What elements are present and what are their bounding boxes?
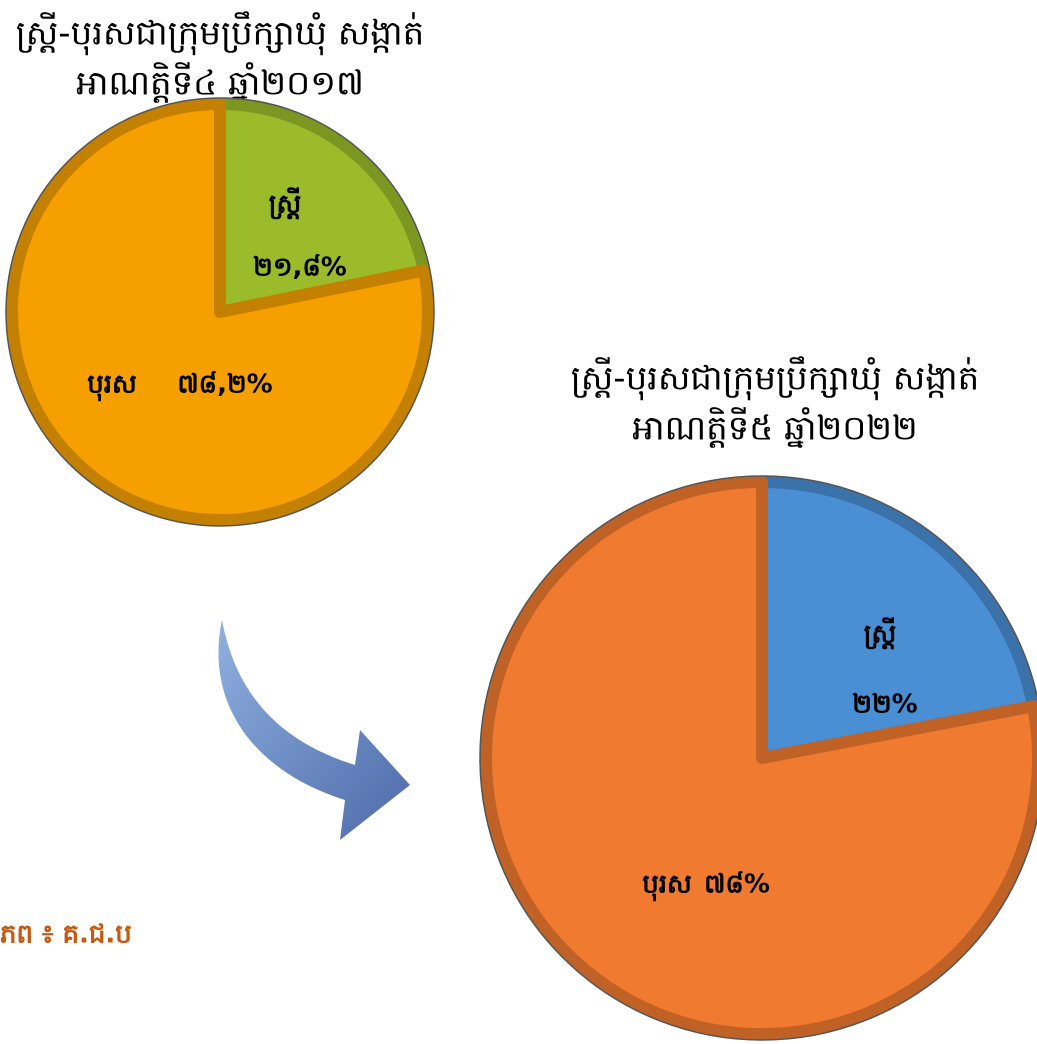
pie-slice [214,98,430,318]
pie-outline [5,97,435,527]
chart-title: ស្ត្រី-បុរសជាក្រុមប្រឹក្សាឃុំ សង្កាត់ [16,11,424,56]
chart-title: អាណត្តិទី៥ ឆ្នាំ២០២២ [632,407,918,449]
data-label: ៧៨,២% [177,370,272,400]
chart-title: ស្ត្រី-បុរសជាក្រុមប្រឹក្សាឃុំ សង្កាត់ [571,356,979,401]
arrow [218,620,410,840]
data-label: ២២% [852,690,917,720]
slice-name: ស្ត្រី [864,617,897,650]
slice-name: ស្ត្រី [269,187,302,220]
pie-slice [6,98,434,526]
pie-outline [479,475,1037,1041]
pie-slice [756,476,1037,764]
chart-title: អាណត្តិទី៤ ឆ្នាំ២០១៧ [76,62,364,104]
source: ភព ៖ គ.ជ.ប [0,920,132,950]
slice-name: បុរស [87,370,137,402]
slice-name: បុរស [642,870,692,902]
pie-slice [480,476,1037,1040]
data-label: ៧៨% [704,870,770,900]
data-label: ២១,៨% [253,253,347,283]
